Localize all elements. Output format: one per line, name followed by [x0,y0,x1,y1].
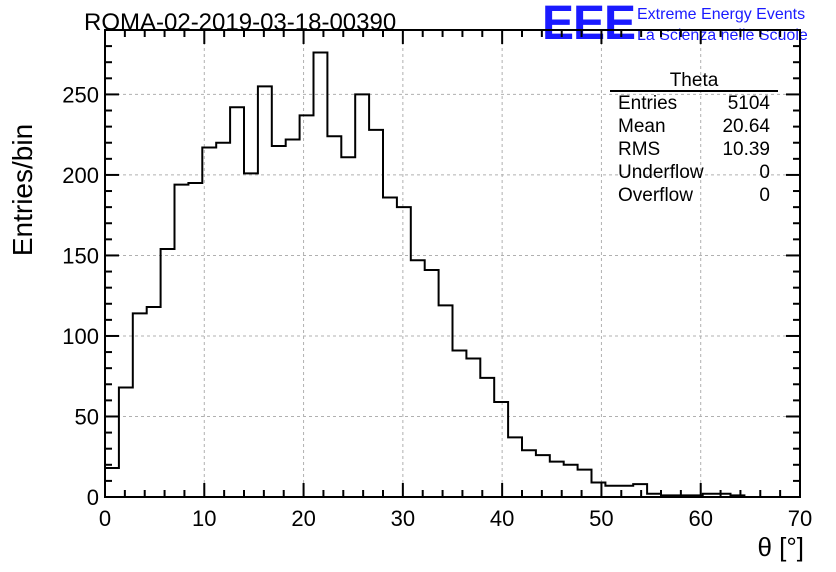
stats-label: Overflow [618,185,693,206]
y-tick-label: 0 [87,485,99,510]
logo-caption-line1: Extreme Energy Events [637,6,806,23]
histogram-bin [383,197,397,497]
histogram-bin [369,130,383,497]
histogram-bin [605,486,619,497]
logo-caption-line2: La Scienza nelle Scuole [637,27,808,44]
stats-value: 10.39 [722,139,770,160]
x-tick-label: 30 [391,506,415,531]
histogram-bin [216,143,230,497]
stats-row-entries: Entries 5104 [610,92,778,115]
stats-title: Theta [610,70,778,92]
histogram-series-line [104,51,800,498]
eee-logo: EEE [542,0,636,50]
stats-row-mean: Mean 20.64 [610,115,778,138]
x-axis-label: θ [°] [757,532,804,562]
stats-value: 20.64 [722,116,770,137]
histogram-bin [327,136,341,497]
x-tick-label: 40 [490,506,514,531]
histogram-bin [188,183,202,497]
histogram-bin [564,465,578,497]
stats-row-rms: RMS 10.39 [610,138,778,161]
histogram-bin [300,115,314,497]
histogram-bin [411,260,425,497]
histogram-bin [119,387,133,497]
histogram-bin [466,359,480,497]
histogram-bin [425,270,439,497]
histogram-bin [522,450,536,497]
stats-value: 0 [759,162,770,183]
histogram-bin [508,437,522,497]
stats-row-underflow: Underflow 0 [610,161,778,184]
histogram-bin [286,140,300,497]
histogram-bin [314,53,328,497]
x-tick-label: 10 [192,506,216,531]
histogram-bin [161,249,175,497]
histogram-bin [494,402,508,497]
histogram-bin [105,468,119,497]
stats-value: 5104 [727,93,770,114]
stats-label: Entries [618,93,678,114]
y-tick-label: 150 [62,243,99,268]
stats-label: Mean [618,116,666,137]
histogram-bin [439,305,453,497]
plot-frame [104,29,801,498]
x-tick-label: 20 [291,506,315,531]
y-tick-label: 200 [62,163,99,188]
histogram-bin [258,86,272,497]
histogram-bin [133,313,147,497]
y-tick-label: 50 [75,404,99,429]
histogram-bin [355,94,369,497]
histogram-bin [202,148,216,497]
histogram-bin [230,107,244,497]
histogram-bin [272,146,286,497]
y-tick-label: 250 [62,82,99,107]
histogram-bin [341,157,355,497]
histogram-bin [175,185,189,497]
histogram-bin [578,470,592,497]
histogram-bin [453,350,467,497]
y-tick-label: 100 [62,324,99,349]
stats-box: Theta Entries 5104 Mean 20.64 RMS 10.39 … [610,70,778,207]
histogram-bin [244,173,258,497]
x-tick-label: 50 [589,506,613,531]
histogram-bin [592,483,606,497]
stats-label: RMS [618,139,661,160]
x-tick-label: 70 [788,506,812,531]
stats-value: 0 [759,185,770,206]
stats-label: Underflow [618,162,704,183]
x-tick-label: 0 [99,506,111,531]
histogram-bin [480,378,494,497]
histogram-bin [147,307,161,497]
x-tick-label: 60 [688,506,712,531]
stats-row-overflow: Overflow 0 [610,184,778,207]
logo-caption: Extreme Energy Events La Scienza nelle S… [637,4,808,46]
histogram-bin [397,207,411,497]
